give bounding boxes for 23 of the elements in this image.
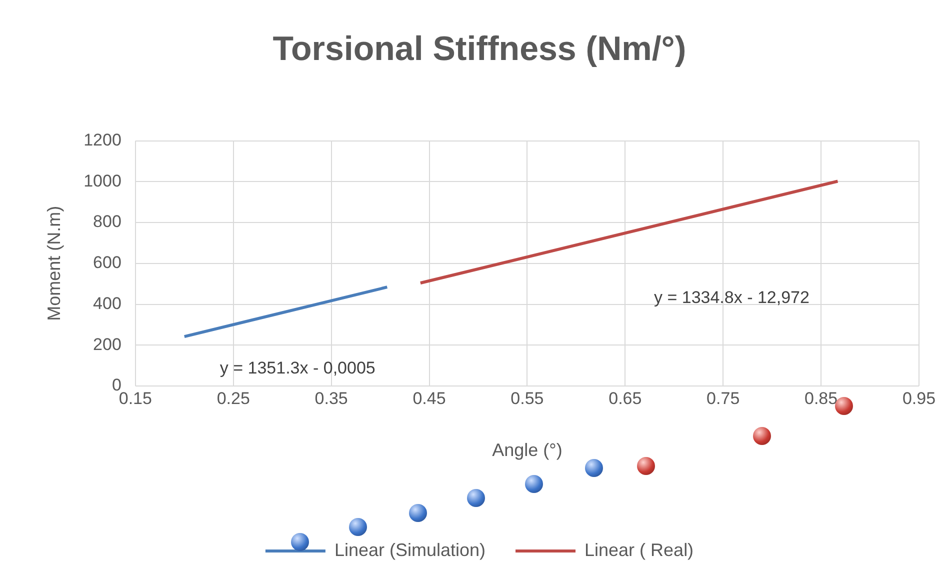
annotation: y = 1351.3x - 0,0005	[220, 358, 376, 378]
legend-label: Linear ( Real)	[584, 540, 694, 560]
x-tick-label: 0.35	[314, 388, 348, 408]
y-tick-label: 400	[93, 294, 122, 313]
x-tick-label: 0.45	[412, 388, 446, 408]
x-tick-label: 0.25	[216, 388, 250, 408]
chart-title: Torsional Stiffness (Nm/°)	[272, 30, 686, 68]
x-axis-title: Angle (°)	[492, 440, 562, 460]
annotation: y = 1334.8x - 12,972	[654, 288, 810, 307]
y-axis-title: Moment (N.m)	[44, 206, 64, 321]
x-tick-label: 0.15	[118, 388, 152, 408]
y-tick-label: 800	[93, 212, 122, 232]
x-tick-label: 0.95	[902, 388, 936, 408]
y-tick-label: 0	[112, 376, 122, 395]
x-tick-label: 0.65	[608, 388, 642, 408]
legend-label: Linear (Simulation)	[334, 540, 486, 560]
x-tick-label: 0.85	[804, 388, 838, 408]
x-tick-label: 0.75	[706, 388, 740, 408]
y-tick-label: 1000	[84, 171, 122, 190]
x-tick-label: 0.55	[510, 388, 544, 408]
y-tick-label: 1200	[84, 130, 122, 150]
y-tick-label: 200	[93, 334, 122, 354]
y-tick-label: 600	[93, 253, 122, 272]
